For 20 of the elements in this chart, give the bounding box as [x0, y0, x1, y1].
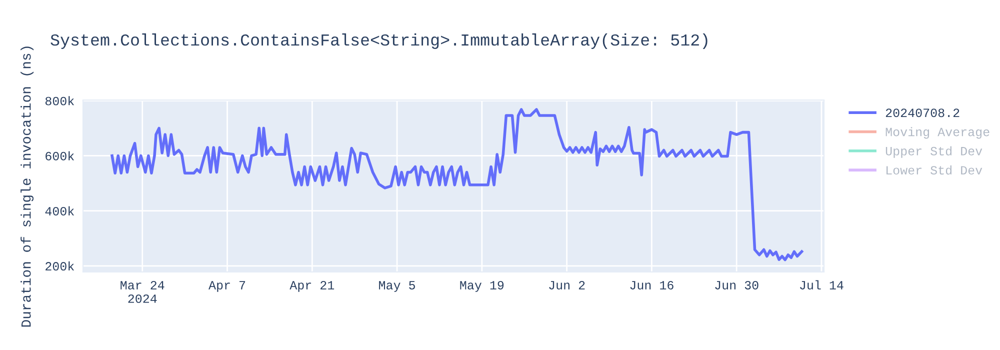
x-tick-label: Mar 24 2024	[120, 280, 164, 303]
y-tick-label: 600k	[46, 151, 74, 160]
x-tick-label: Apr 7	[208, 281, 246, 292]
legend-label: 20240708.2	[886, 108, 960, 118]
y-axis-title: Duration of single invocation (ns)	[20, 46, 34, 327]
y-tick-label: 400k	[45, 206, 74, 216]
y-tick-label: 200k	[46, 261, 74, 271]
legend-label: Lower Std Dev	[886, 165, 982, 175]
x-tick-label: Jul 14	[800, 280, 844, 290]
x-tick-label: Jun 30	[715, 280, 758, 290]
line-series	[110, 108, 804, 262]
chart-title: System.Collections.ContainsFalse<String>.ImmutableArray(Size: 512)	[50, 33, 708, 49]
x-tick-label: May 19	[460, 280, 504, 292]
x-tick-label: Jun 2	[549, 280, 585, 290]
x-tick-label: Jun 16	[630, 280, 674, 290]
legend-label: Moving Average	[886, 127, 990, 139]
x-tick-label: May 5	[379, 281, 415, 292]
legend-label: Upper Std Dev	[886, 146, 982, 158]
y-tick-label: 800k	[45, 96, 74, 106]
x-tick-label: Apr 21	[290, 280, 334, 292]
